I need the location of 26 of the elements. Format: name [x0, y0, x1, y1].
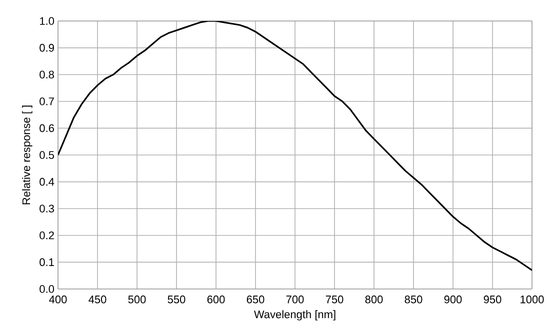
y-axis-title: Relative response [ ]	[22, 106, 32, 204]
x-tick-label: 800	[365, 296, 383, 304]
y-tick-label: 1.0	[40, 17, 54, 25]
x-tick-label: 700	[286, 296, 304, 304]
x-tick-label: 850	[404, 296, 422, 304]
y-tick-label: 0.0	[40, 285, 54, 293]
x-tick-label: 1000	[520, 296, 544, 304]
x-tick-label: 450	[88, 296, 106, 304]
y-tick-label: 0.9	[40, 44, 54, 52]
x-tick-label: 600	[207, 296, 225, 304]
x-tick-label: 500	[128, 296, 146, 304]
y-tick-label: 0.5	[40, 151, 54, 159]
x-tick-label: 550	[168, 296, 186, 304]
x-tick-label: 650	[246, 296, 264, 304]
x-axis-title: Wavelength [nm]	[254, 310, 336, 320]
y-tick-label: 0.4	[40, 178, 54, 186]
x-tick-label: 900	[444, 296, 462, 304]
y-tick-label: 0.7	[40, 98, 54, 106]
y-tick-label: 0.6	[40, 124, 54, 132]
y-tick-label: 0.2	[40, 232, 54, 240]
y-tick-label: 0.8	[40, 70, 54, 78]
x-tick-label: 400	[49, 296, 67, 304]
x-tick-label: 950	[484, 296, 502, 304]
y-tick-label: 0.3	[40, 204, 54, 212]
x-tick-label: 750	[326, 296, 344, 304]
y-tick-label: 0.1	[40, 258, 54, 266]
